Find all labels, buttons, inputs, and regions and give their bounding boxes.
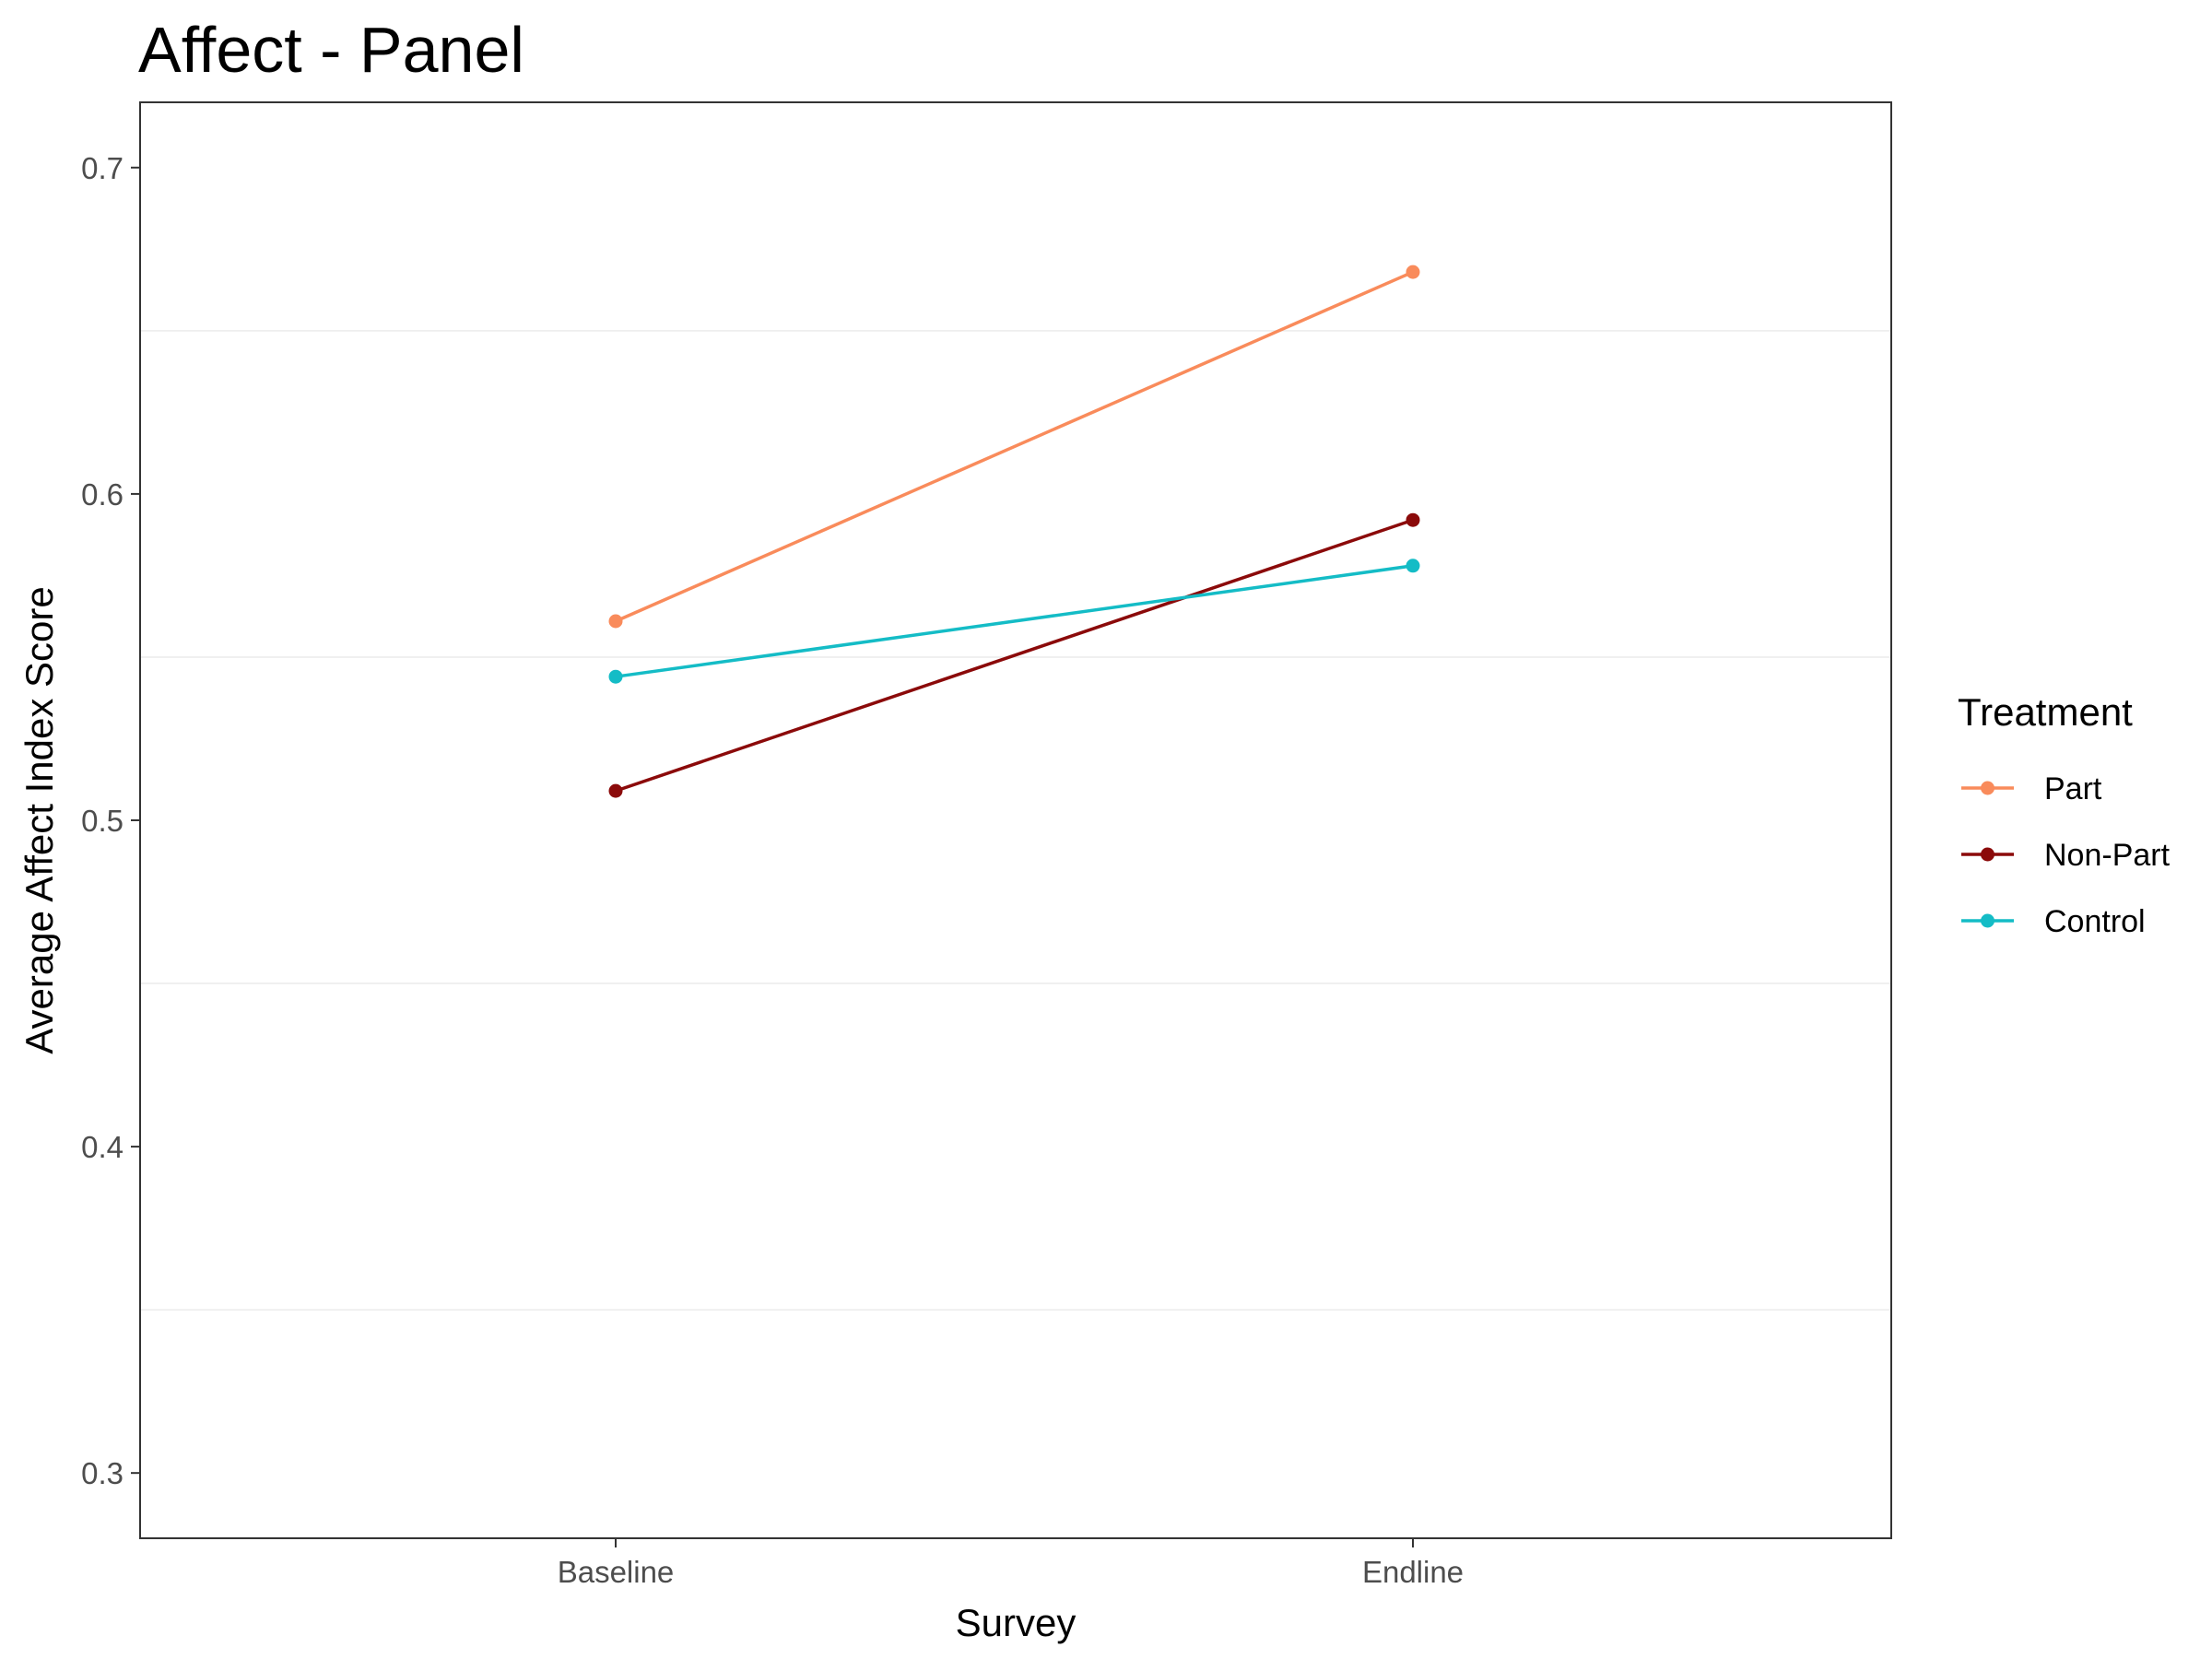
x-axis: Baseline Endline [558,1538,1464,1589]
y-tick-label: 0.7 [81,151,124,185]
y-axis-title: Average Affect Index Score [18,586,61,1053]
data-point-part [1406,265,1420,279]
data-point-non-part [1406,512,1420,527]
x-tick-label: Baseline [558,1555,675,1589]
series-layer [608,265,1420,798]
plot-panel [139,101,1892,1539]
y-tick-label: 0.5 [81,804,124,838]
legend: Treatment Part Non-Part Control [1958,690,2171,939]
data-point-non-part [608,783,623,798]
series-line-non-part [615,518,1414,793]
x-tick-label: Endline [1362,1555,1464,1589]
legend-title: Treatment [1958,690,2133,734]
x-axis-title: Survey [956,1601,1077,1644]
legend-key-point [1981,913,1994,928]
y-tick-label: 0.4 [81,1130,124,1164]
legend-key-point [1981,781,1994,795]
legend-item-control: Control [1961,904,2146,939]
series-line-control [615,564,1414,678]
series-line-part [615,270,1414,623]
series-control [608,559,1420,684]
chart-title: Affect - Panel [138,14,524,86]
grid-layer [140,330,1891,1311]
y-axis: 0.3 0.4 0.5 0.6 0.7 [81,151,140,1490]
data-point-control [1406,559,1420,573]
legend-label: Non-Part [2044,838,2171,873]
legend-item-non-part: Non-Part [1961,838,2171,873]
legend-label: Part [2044,771,2102,806]
series-part [608,265,1420,629]
legend-label: Control [2044,904,2146,939]
y-tick-label: 0.3 [81,1456,124,1490]
y-tick-label: 0.6 [81,477,124,512]
data-point-part [608,614,623,629]
data-point-control [608,669,623,684]
legend-item-part: Part [1961,771,2102,806]
series-non-part [608,512,1420,798]
legend-key-point [1981,847,1994,862]
